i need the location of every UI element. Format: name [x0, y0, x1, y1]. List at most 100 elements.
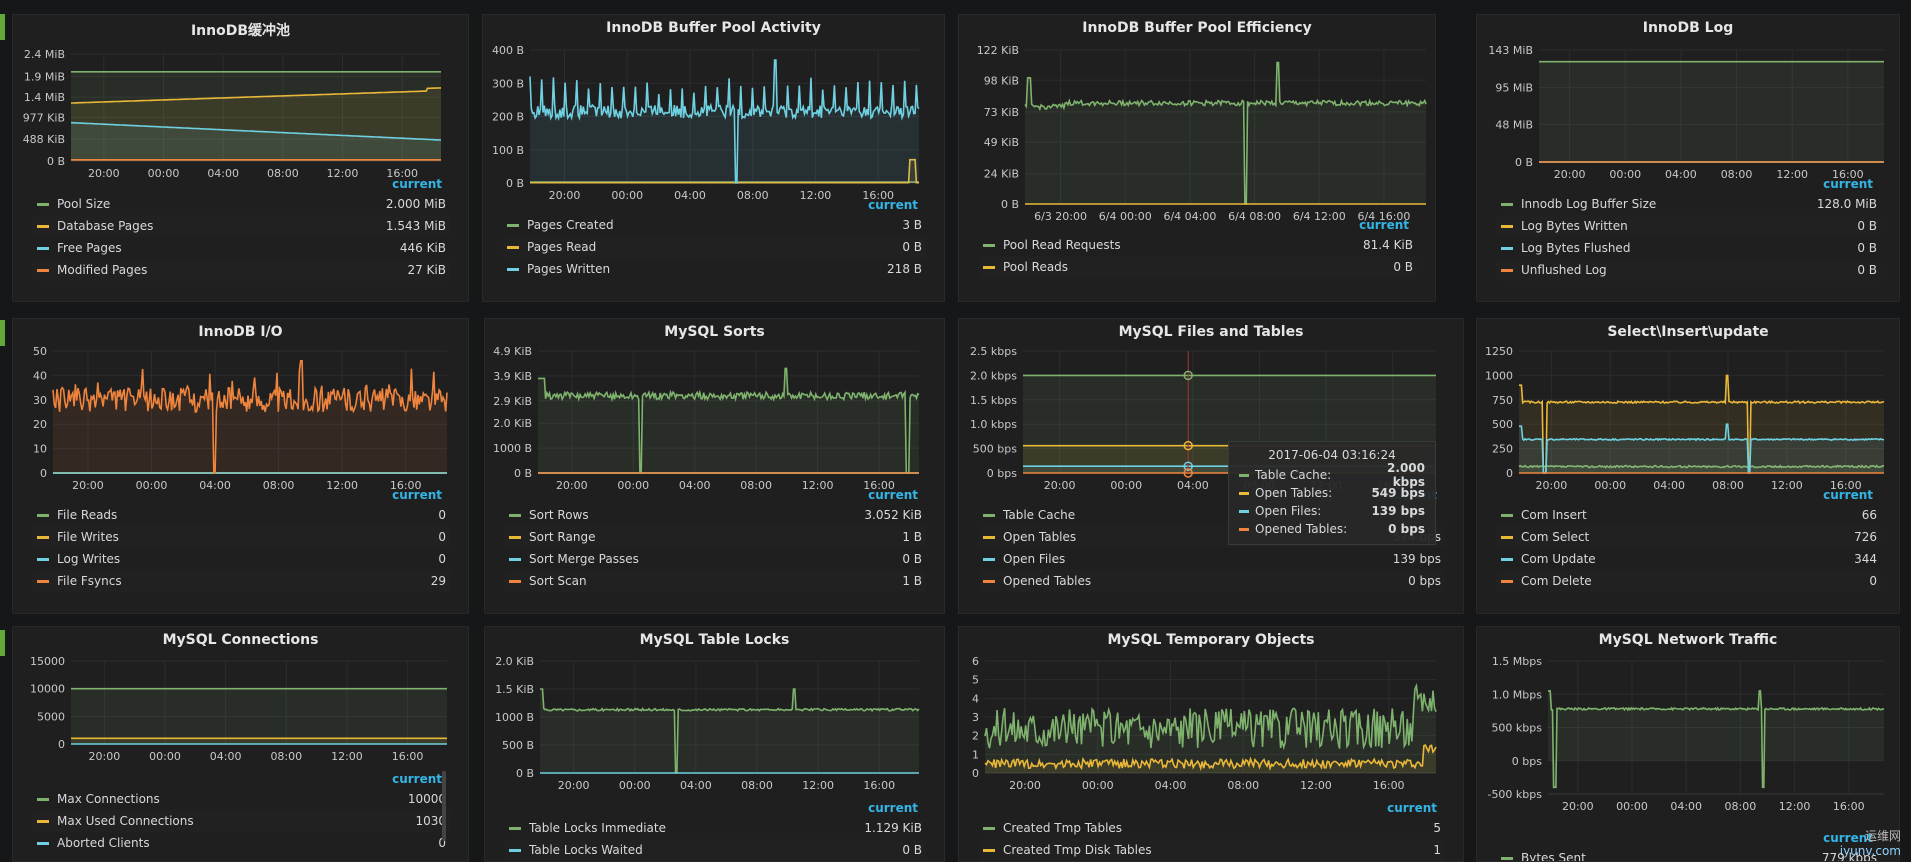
legend-item[interactable]: Pool Size 2.000 MiB	[33, 193, 450, 215]
y-tick-label: 2.9 KiB	[493, 395, 532, 408]
legend-current-header[interactable]: current	[392, 488, 442, 502]
y-tick-label: 6	[972, 655, 979, 668]
panel-title[interactable]: MySQL Temporary Objects	[1107, 632, 1315, 648]
series-fill-orange	[53, 360, 447, 473]
x-tick-label: 12:00	[327, 167, 359, 180]
panel-title[interactable]: MySQL Sorts	[664, 324, 765, 340]
legend-item[interactable]: Database Pages 1.543 MiB	[33, 215, 450, 237]
legend-item[interactable]: Table Locks Waited 0 B	[505, 839, 926, 861]
legend-item[interactable]: File Reads 0	[33, 504, 450, 526]
legend-item[interactable]: Com Delete 0	[1497, 570, 1881, 592]
legend-item[interactable]: Pages Written 218 B	[503, 258, 926, 280]
tooltip-time: 2017-06-04 03:16:24	[1268, 448, 1396, 462]
legend-current-header[interactable]: current	[868, 198, 918, 212]
legend-item[interactable]: Sort Range 1 B	[505, 526, 926, 548]
panel-mysql-connections[interactable]: MySQL Connections 0 5000 10000 15000 20:00 00:…	[12, 626, 469, 862]
x-tick-label: 16:00	[862, 189, 894, 202]
legend-item[interactable]: Modified Pages 27 KiB	[33, 259, 450, 281]
legend-current-header[interactable]: current	[1823, 488, 1873, 502]
legend-item[interactable]: Pages Read 0 B	[503, 236, 926, 258]
legend-series-name: Open Tables	[1003, 530, 1077, 544]
legend-item[interactable]: Table Cache	[979, 504, 1445, 526]
legend-current-header[interactable]: current	[392, 177, 442, 191]
panel-innodb-io[interactable]: InnoDB I/O 0 10 20 30 40 50 20:00 00:00 04:00 08:0…	[12, 318, 469, 614]
legend-swatch	[37, 268, 49, 272]
x-tick-label: 6/4 12:00	[1293, 210, 1346, 223]
legend-item[interactable]: Open Files 139 bps	[979, 548, 1445, 570]
legend-item[interactable]: Com Select 726	[1497, 526, 1881, 548]
legend-current-value: 1.129 KiB	[864, 821, 922, 835]
row-marker-3	[0, 630, 5, 656]
x-tick-label: 00:00	[136, 479, 168, 492]
legend-swatch	[509, 579, 521, 583]
legend-series-name: Bytes Sent	[1521, 851, 1586, 862]
legend-swatch	[37, 246, 49, 250]
legend-scrollbar[interactable]	[442, 771, 446, 841]
panel-mysql-files-tables[interactable]: MySQL Files and Tables 0 bps 500 bps 1.0 kb…	[958, 318, 1464, 614]
legend-item[interactable]: Com Insert 66	[1497, 504, 1881, 526]
legend-item[interactable]: Created Tmp Tables 5	[979, 817, 1445, 839]
y-tick-label: 1	[972, 748, 979, 761]
y-tick-label: 1.9 MiB	[24, 70, 65, 83]
legend-item[interactable]: Log Bytes Written 0 B	[1497, 215, 1881, 237]
x-tick-label: 16:00	[386, 167, 418, 180]
legend-item[interactable]: Pages Created 3 B	[503, 214, 926, 236]
legend-item[interactable]: Log Bytes Flushed 0 B	[1497, 237, 1881, 259]
crosshair-point	[1183, 370, 1193, 381]
legend-item[interactable]: Pool Read Requests 81.4 KiB	[979, 234, 1417, 256]
panel-innodb-buffer-pool-activity[interactable]: InnoDB Buffer Pool Activity 0 B 100 B 200 B…	[482, 14, 945, 302]
panel-title[interactable]: Select\Insert\update	[1607, 324, 1769, 340]
panel-title[interactable]: InnoDB Buffer Pool Activity	[606, 20, 821, 36]
legend-item[interactable]: Unflushed Log 0 B	[1497, 259, 1881, 281]
legend-item[interactable]: Table Locks Immediate 1.129 KiB	[505, 817, 926, 839]
legend-current-header[interactable]: current	[1387, 801, 1437, 815]
legend-current-header[interactable]: current	[868, 488, 918, 502]
panel-title[interactable]: InnoDB Log	[1642, 20, 1734, 36]
legend-current-header[interactable]: current	[868, 801, 918, 815]
panel-innodb-buffer-pool-efficiency[interactable]: InnoDB Buffer Pool Efficiency 0 B 24 KiB 49…	[958, 14, 1436, 302]
legend-series-name: Com Delete	[1521, 574, 1592, 588]
panel-mysql-network-traffic[interactable]: MySQL Network Traffic -500 kbps 0 bps 500 k…	[1476, 626, 1900, 862]
panel-title[interactable]: MySQL Files and Tables	[1118, 324, 1304, 340]
legend-item[interactable]: Sort Merge Passes 0 B	[505, 548, 926, 570]
y-tick-label: 0	[58, 738, 65, 751]
panel-title[interactable]: InnoDB缓冲池	[190, 23, 291, 39]
y-tick-label: 122 KiB	[977, 44, 1019, 57]
legend-item[interactable]: Opened Tables 0 bps	[979, 570, 1445, 592]
panel-title[interactable]: InnoDB Buffer Pool Efficiency	[1082, 20, 1312, 36]
legend-item[interactable]: Aborted Clients 0	[33, 832, 450, 854]
legend-item[interactable]: Innodb Log Buffer Size 128.0 MiB	[1497, 193, 1881, 215]
panel-title[interactable]: MySQL Connections	[162, 632, 319, 648]
legend-item[interactable]: Max Connections 10000	[33, 788, 450, 810]
legend-swatch	[507, 223, 519, 227]
legend-item[interactable]: File Fsyncs 29	[33, 570, 450, 592]
legend-item[interactable]: Com Update 344	[1497, 548, 1881, 570]
legend-item[interactable]: Sort Scan 1 B	[505, 570, 926, 592]
panel-mysql-table-locks[interactable]: MySQL Table Locks 0 B 500 B 1000 B 1.5 KiB 2.…	[484, 626, 945, 862]
legend-item[interactable]: Bytes Sent 779 kbps	[1497, 847, 1881, 862]
panel-select-insert-update[interactable]: Select\Insert\update 0 250 500 750 1000 1250 20…	[1476, 318, 1900, 614]
series-line-yellow	[984, 744, 1437, 772]
x-tick-label: 08:00	[267, 167, 299, 180]
legend-item[interactable]: Sort Rows 3.052 KiB	[505, 504, 926, 526]
panel-title[interactable]: MySQL Table Locks	[639, 632, 790, 648]
watermark: 运维网 iyunv.com	[1840, 827, 1901, 858]
legend-current-header[interactable]: current	[392, 772, 442, 786]
panel-mysql-temporary-objects[interactable]: MySQL Temporary Objects 0 1 2 3 4 5 6 20:00 00:00…	[958, 626, 1464, 862]
panel-mysql-sorts[interactable]: MySQL Sorts 0 B 1000 B 2.0 KiB 2.9 KiB 3.9 Ki…	[484, 318, 945, 614]
panel-innodb-buffer-pool[interactable]: InnoDB缓冲池 0 B 488 KiB 977 KiB 1.4 MiB 1.9 MiB…	[12, 14, 469, 302]
legend-item[interactable]: Max Used Connections 1030	[33, 810, 450, 832]
x-tick-label: 04:00	[1653, 479, 1685, 492]
legend-current-header[interactable]: current	[1823, 831, 1873, 845]
legend-current-header[interactable]: current	[1823, 177, 1873, 191]
panel-title[interactable]: InnoDB I/O	[198, 324, 283, 340]
legend-series-name: Com Select	[1521, 530, 1590, 544]
legend-item[interactable]: Log Writes 0	[33, 548, 450, 570]
panel-title[interactable]: MySQL Network Traffic	[1598, 632, 1778, 648]
legend-item[interactable]: Free Pages 446 KiB	[33, 237, 450, 259]
legend-item[interactable]: Pool Reads 0 B	[979, 256, 1417, 278]
legend-current-header[interactable]: current	[1359, 218, 1409, 232]
panel-innodb-log[interactable]: InnoDB Log 0 B 48 MiB 95 MiB 143 MiB 20:00 00:…	[1476, 14, 1900, 302]
legend-item[interactable]: Created Tmp Disk Tables 1	[979, 839, 1445, 861]
legend-item[interactable]: File Writes 0	[33, 526, 450, 548]
